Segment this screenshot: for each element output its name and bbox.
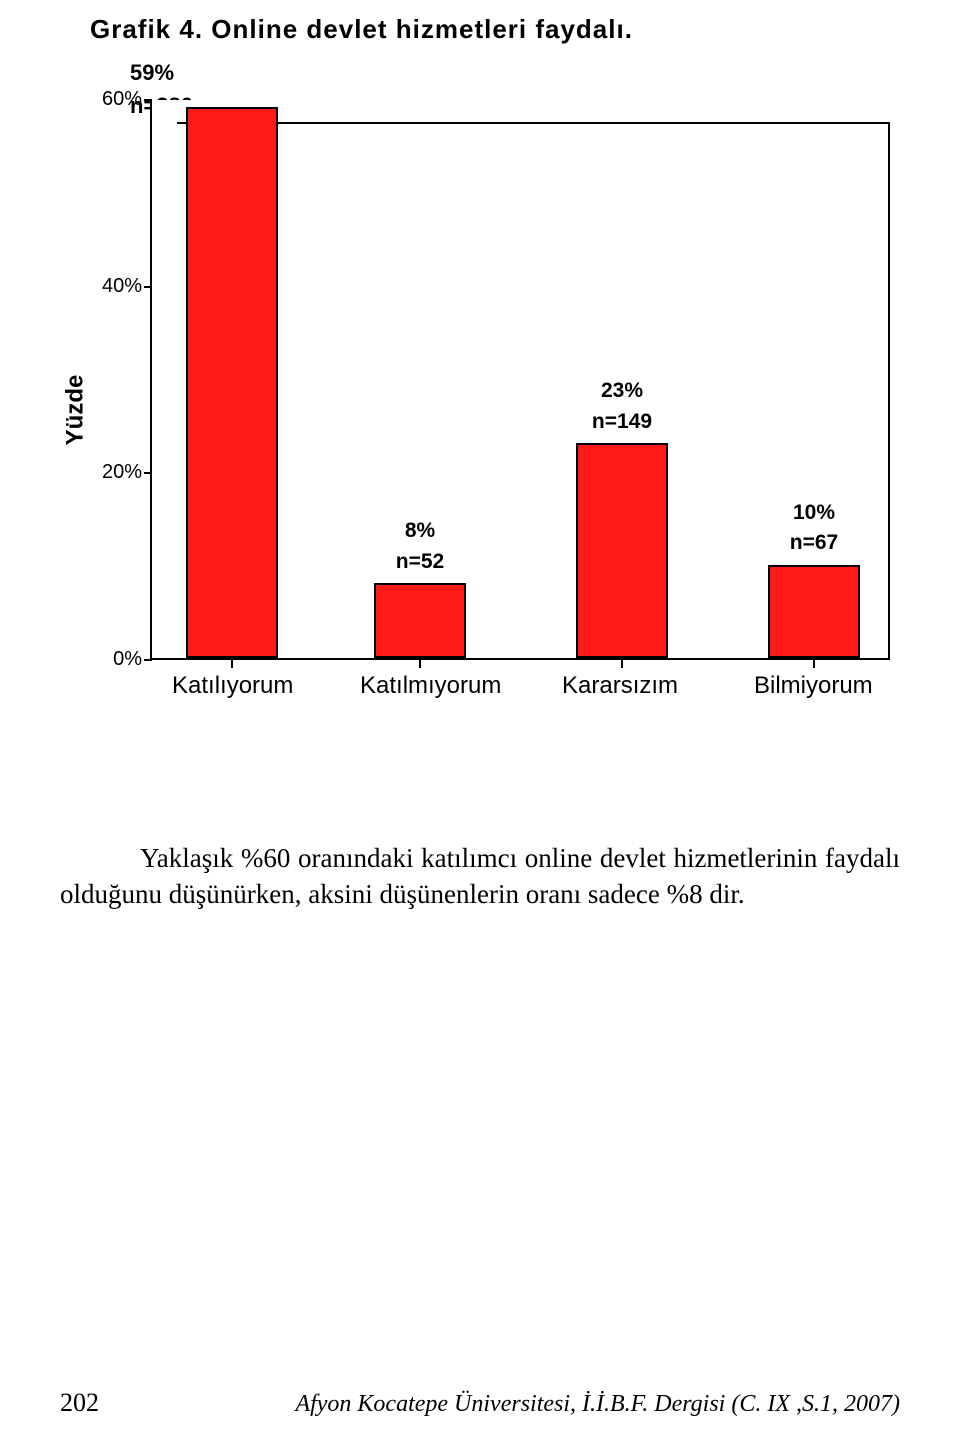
page-footer: 202 Afyon Kocatepe Üniversitesi, İ.İ.B.F… xyxy=(60,1388,900,1418)
y-tick-label: 20% xyxy=(92,461,142,484)
y-axis-label: Yüzde xyxy=(61,375,89,446)
category-label: Katılıyorum xyxy=(172,672,293,700)
bar xyxy=(768,565,860,658)
chart-area: Yüzde 0%20%40%60%Katılıyorum8%n=52Katılm… xyxy=(50,100,910,720)
y-tick-mark xyxy=(144,659,152,661)
journal-citation: Afyon Kocatepe Üniversitesi, İ.İ.B.F. De… xyxy=(295,1391,900,1418)
bar xyxy=(186,107,278,658)
y-tick-label: 0% xyxy=(92,648,142,671)
x-tick-mark xyxy=(621,660,623,668)
y-tick-label: 40% xyxy=(92,275,142,298)
category-label: Katılmıyorum xyxy=(360,672,501,700)
x-tick-mark xyxy=(813,660,815,668)
x-tick-mark xyxy=(231,660,233,668)
category-label: Kararsızım xyxy=(562,672,678,700)
y-tick-mark xyxy=(144,99,152,101)
bar xyxy=(374,583,466,658)
category-label: Bilmiyorum xyxy=(754,672,873,700)
bar xyxy=(576,443,668,658)
chart-title: Grafik 4. Online devlet hizmetleri fayda… xyxy=(90,14,633,45)
y-tick-mark xyxy=(144,286,152,288)
body-paragraph: Yaklaşık %60 oranındaki katılımcı online… xyxy=(60,840,900,913)
plot-area: 0%20%40%60%Katılıyorum8%n=52Katılmıyorum… xyxy=(150,100,890,660)
body-paragraph-text: Yaklaşık %60 oranındaki katılımcı online… xyxy=(60,843,900,909)
page-number: 202 xyxy=(60,1388,99,1418)
bar-value-pct: 59% xyxy=(130,56,193,89)
y-tick-mark xyxy=(144,472,152,474)
x-tick-mark xyxy=(419,660,421,668)
y-tick-label: 60% xyxy=(92,88,142,111)
page: Grafik 4. Online devlet hizmetleri fayda… xyxy=(0,0,960,1456)
